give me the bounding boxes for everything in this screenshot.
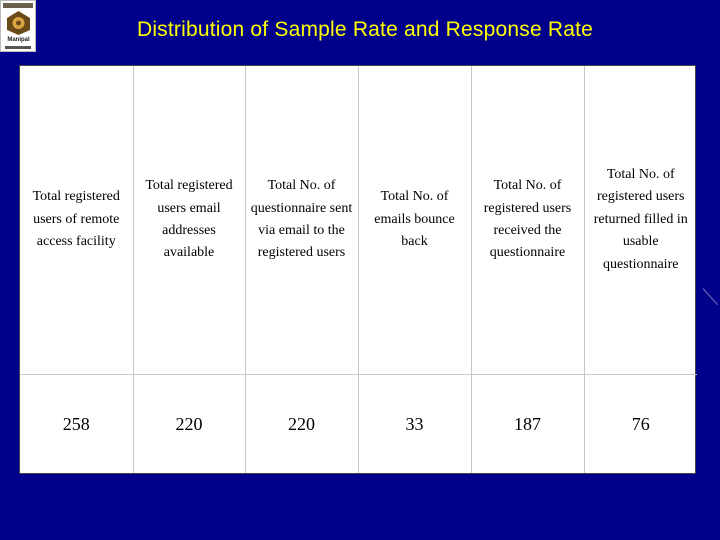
value-cell: 258	[20, 374, 134, 473]
value-cell: 76	[631, 413, 650, 434]
table-header-row: Total registered users of remote access …	[20, 66, 697, 375]
header-cell: Total No. of questionnaire sent via emai…	[245, 66, 359, 375]
header-cell: Total registered users of remote access …	[20, 66, 134, 375]
header-cell: Total No. of registered users returned f…	[584, 66, 697, 375]
header-cell: Total No. of emails bounce back	[358, 66, 472, 375]
table-value-row: 258 220 220 33 187 76	[20, 374, 697, 473]
value-cell: 33	[358, 374, 472, 473]
decorative-line	[702, 288, 719, 306]
logo-emblem-icon	[7, 11, 30, 35]
distribution-table: Total registered users of remote access …	[20, 66, 697, 473]
header-cell: Total No. of registered users received t…	[471, 66, 585, 375]
logo-name: Manipal	[7, 37, 30, 43]
page-title: Distribution of Sample Rate and Response…	[136, 18, 594, 41]
value-cell: 220	[245, 374, 359, 473]
value-cell: 220	[133, 374, 246, 473]
logo-tagline	[5, 46, 31, 49]
distribution-table-frame: Total registered users of remote access …	[19, 65, 697, 474]
logo-devanagari-text	[3, 3, 33, 8]
header-cell: Total registered users email addresses a…	[133, 66, 246, 375]
manipal-logo: Manipal	[0, 0, 36, 52]
value-cell: 187	[471, 374, 585, 473]
